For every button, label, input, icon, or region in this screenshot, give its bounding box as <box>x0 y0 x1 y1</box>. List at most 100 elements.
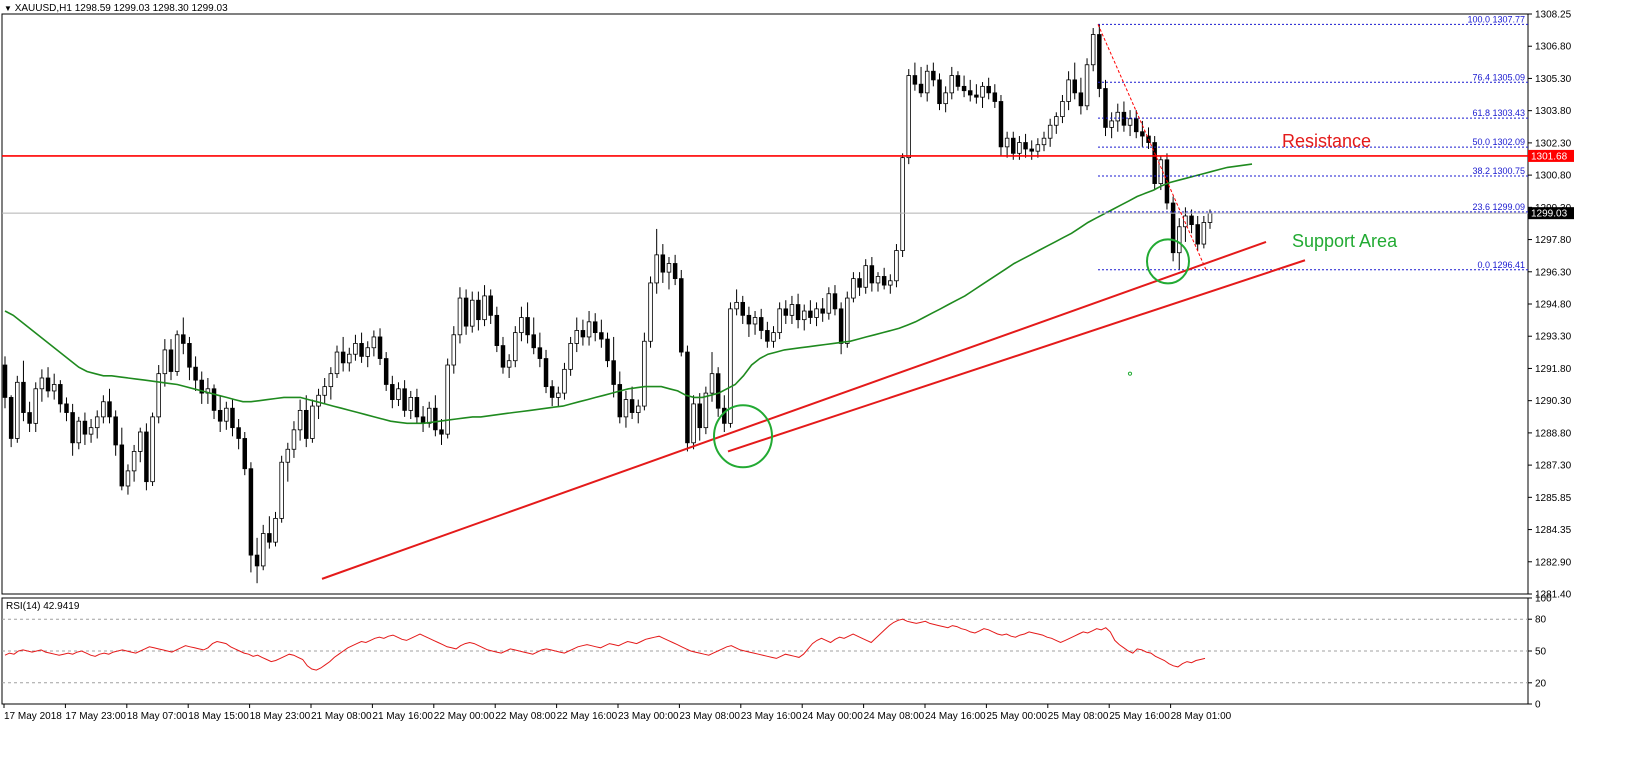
candle-body <box>328 373 334 388</box>
candle-body <box>580 330 586 338</box>
candle-body <box>519 317 524 334</box>
candle-body <box>82 420 88 435</box>
candle-body <box>801 310 807 321</box>
price-tick-label: 1308.25 <box>1535 10 1572 21</box>
candle-body <box>15 381 20 439</box>
candle-body <box>488 295 493 316</box>
candle-body <box>1170 202 1176 254</box>
candle-body <box>599 332 604 340</box>
candle-body <box>211 388 217 411</box>
time-tick-label: 17 May 23:00 <box>65 711 126 722</box>
candle-body <box>814 308 819 318</box>
collapse-triangle-icon[interactable]: ▼ <box>4 4 12 13</box>
price-tick-label: 1285.85 <box>1535 493 1572 504</box>
time-tick-label: 24 May 16:00 <box>925 711 986 722</box>
time-tick-label: 22 May 00:00 <box>434 711 495 722</box>
candle-body <box>1023 142 1028 150</box>
candle-body <box>39 377 45 390</box>
resistance-price-label: 1301.68 <box>1531 151 1568 162</box>
rsi-title: RSI(14) 42.9419 <box>6 601 80 612</box>
candle-body <box>353 343 358 355</box>
candle-body <box>414 397 420 418</box>
candle-body <box>1078 92 1084 107</box>
candle-body <box>107 401 112 418</box>
candle-body <box>1140 131 1145 137</box>
candle-body <box>660 254 666 273</box>
candle-body <box>758 317 764 331</box>
candle-body <box>445 364 450 435</box>
candle-body <box>525 317 530 336</box>
candle-body <box>888 280 893 286</box>
time-tick-label: 24 May 00:00 <box>802 711 863 722</box>
candle-body <box>1072 79 1077 94</box>
price-tick-label: 1294.80 <box>1535 300 1572 311</box>
candle-body <box>605 338 610 362</box>
candle-body <box>433 407 438 431</box>
candle-body <box>986 85 991 94</box>
candle-body <box>322 386 327 396</box>
candle-body <box>402 388 407 411</box>
candle-body <box>568 343 573 370</box>
candle-body <box>1066 79 1071 102</box>
candle-body <box>654 254 659 284</box>
candle-body <box>709 373 715 394</box>
candle-body <box>1054 116 1059 126</box>
candle-body <box>217 409 223 422</box>
candle-body <box>273 517 278 543</box>
candle-body <box>21 381 26 413</box>
candle-body <box>900 157 905 251</box>
rsi-line <box>4 618 1206 671</box>
candle-body <box>482 295 487 321</box>
candle-body <box>310 405 315 439</box>
candle-body <box>193 366 198 381</box>
candle-body <box>642 340 647 407</box>
candle-body <box>992 92 998 102</box>
candle-body <box>168 349 174 372</box>
candle-body <box>181 334 186 344</box>
candle-body <box>27 412 32 424</box>
stray-point <box>1127 371 1133 376</box>
candle-body <box>187 343 192 368</box>
candle-body <box>113 416 118 446</box>
candle-body <box>863 265 868 288</box>
candle-body <box>1152 142 1157 184</box>
candle-body <box>783 308 789 316</box>
time-tick-label: 23 May 16:00 <box>741 711 802 722</box>
candle-body <box>765 330 770 342</box>
candle-body <box>679 278 684 353</box>
current-price-label: 1299.03 <box>1531 209 1568 220</box>
time-tick-label: 21 May 08:00 <box>311 711 372 722</box>
candle-body <box>1189 215 1194 226</box>
time-tick-label: 23 May 08:00 <box>679 711 740 722</box>
candle-body <box>826 293 832 314</box>
rsi-tick-label: 0 <box>1535 700 1541 711</box>
time-tick-label: 17 May 2018 <box>4 711 62 722</box>
candle-body <box>937 79 942 105</box>
candle-body <box>924 70 930 94</box>
price-tick-label: 1303.80 <box>1535 106 1572 117</box>
time-tick-label: 24 May 08:00 <box>864 711 925 722</box>
candle-body <box>1127 118 1133 126</box>
candle-body <box>236 427 241 439</box>
candle-body <box>967 90 973 96</box>
rsi-tick-label: 50 <box>1535 647 1547 658</box>
time-tick-label: 25 May 08:00 <box>1048 711 1109 722</box>
time-tick-label: 23 May 00:00 <box>618 711 679 722</box>
fib-level-label: 0.0 1296.41 <box>1477 260 1525 270</box>
candle-body <box>347 353 352 364</box>
candle-body <box>851 278 856 299</box>
price-tick-label: 1288.80 <box>1535 428 1572 439</box>
candle-body <box>562 368 567 394</box>
candle-body <box>2 364 8 398</box>
candle-body <box>918 83 924 94</box>
fib-level-label: 76.4 1305.09 <box>1472 72 1525 82</box>
candle-body <box>666 263 672 273</box>
candle-body <box>457 297 463 336</box>
candle-body <box>808 310 813 318</box>
current-price-tag <box>1528 207 1574 220</box>
candle-body <box>795 304 801 321</box>
candle-body <box>1011 137 1016 154</box>
candle-body <box>574 330 580 344</box>
candle-body <box>869 265 875 284</box>
candle-body <box>672 263 678 280</box>
